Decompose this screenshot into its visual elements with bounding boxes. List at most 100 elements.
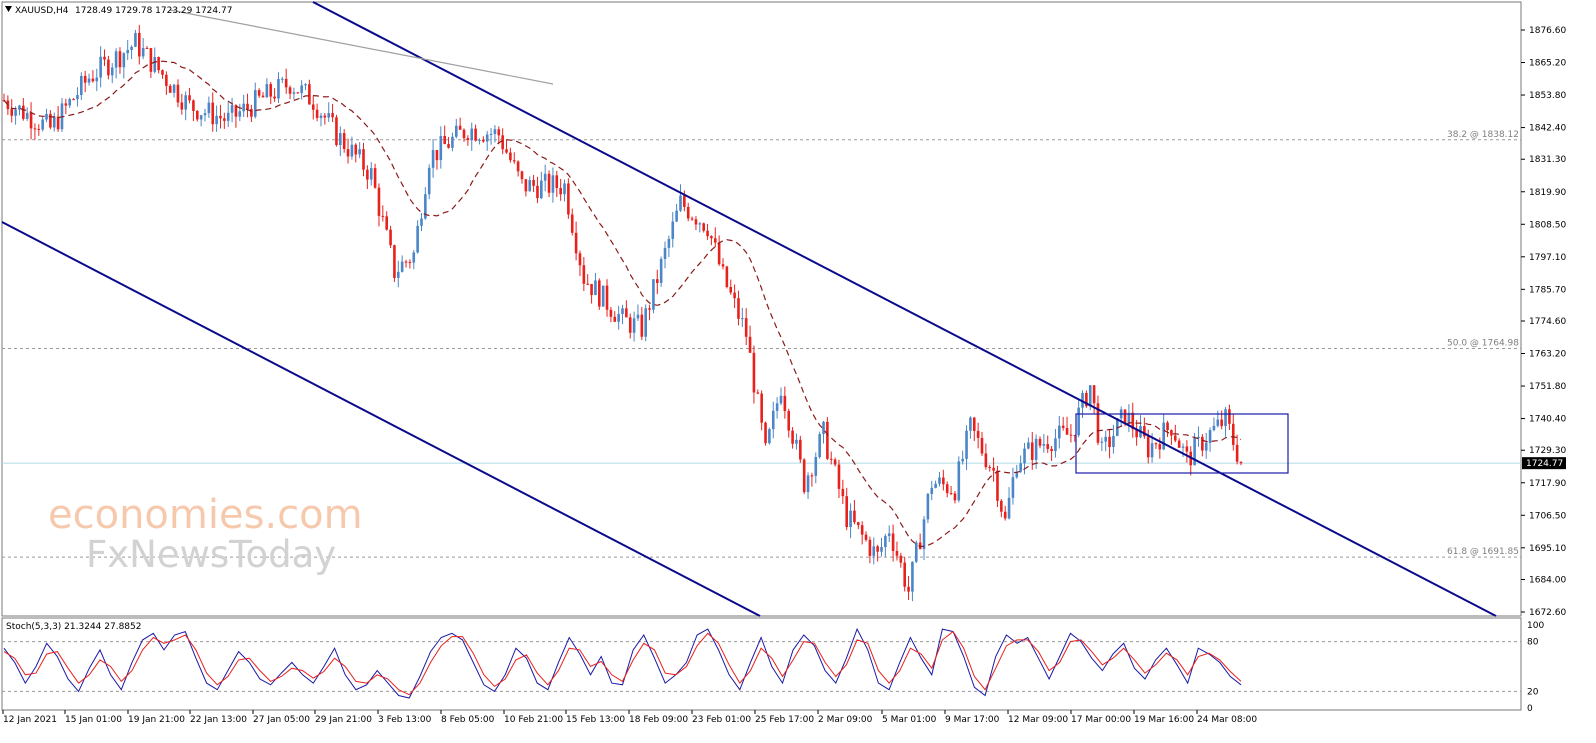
time-tick-label: 5 Mar 01:00 <box>882 715 937 725</box>
time-tick-label: 12 Mar 09:00 <box>1008 715 1068 725</box>
time-tick-label: 15 Feb 13:00 <box>566 715 625 725</box>
candle-body <box>617 313 620 322</box>
candlesticks <box>2 24 1243 602</box>
candle-body <box>849 510 852 528</box>
candle-body <box>250 109 253 117</box>
candle-body <box>625 308 628 318</box>
candle-body <box>1011 477 1015 498</box>
candle-body <box>1123 409 1127 425</box>
candle-body <box>404 261 408 263</box>
current-price-label: 1724.77 <box>1526 459 1563 469</box>
candle-body <box>358 149 361 155</box>
candle-body <box>1239 461 1243 464</box>
candle-body <box>690 218 694 220</box>
candle-body <box>543 173 547 181</box>
candle-body <box>149 48 153 72</box>
candle-body <box>1143 426 1146 437</box>
candle-body <box>1166 422 1169 431</box>
candle-body <box>872 546 876 556</box>
candle-body <box>845 496 849 528</box>
candle-body <box>744 318 748 337</box>
price-tick-label: 1842.40 <box>1529 124 1566 134</box>
candle-body <box>555 175 559 188</box>
candle-body <box>1015 471 1019 478</box>
candle-body <box>976 430 980 438</box>
candle-body <box>764 422 767 444</box>
candle-body <box>1042 444 1046 446</box>
candle-body <box>1181 446 1185 448</box>
candle-body <box>451 136 454 148</box>
candle-body <box>501 135 504 150</box>
candle-body <box>528 179 532 192</box>
time-tick-label: 12 Jan 2021 <box>3 715 57 725</box>
candle-body <box>408 262 412 264</box>
candle-body <box>671 221 675 239</box>
candle-body <box>292 92 296 94</box>
candle-body <box>683 195 686 207</box>
candle-body <box>1088 385 1092 407</box>
candle-body <box>644 308 647 337</box>
time-tick-label: 18 Feb 09:00 <box>629 715 688 725</box>
candle-body <box>802 459 806 493</box>
candle-body <box>300 85 303 94</box>
candle-body <box>1131 412 1135 430</box>
candle-body <box>296 92 300 94</box>
candle-body <box>949 493 953 495</box>
candle-body <box>768 429 771 444</box>
candle-body <box>729 287 733 293</box>
candle-body <box>721 264 725 267</box>
candle-body <box>532 179 535 186</box>
candle-body <box>273 96 276 99</box>
price-axis: 1876.60 1865.20 1853.80 1842.40 1831.30 1819.… <box>1521 26 1566 618</box>
candle-body <box>435 150 439 161</box>
candle-body <box>454 125 458 137</box>
candle-body <box>350 144 354 157</box>
candle-body <box>706 230 709 237</box>
candle-body <box>265 84 269 98</box>
candle-body <box>829 458 833 460</box>
candle-body <box>83 75 87 83</box>
candle-body <box>1177 440 1181 448</box>
candle-body <box>1069 434 1073 436</box>
candle-body <box>118 51 122 68</box>
candle-body <box>41 119 44 130</box>
candle-body <box>837 464 841 489</box>
candle-body <box>412 252 416 263</box>
candle-body <box>524 179 528 192</box>
candle-body <box>799 439 802 460</box>
candle-body <box>787 411 791 431</box>
candle-body <box>903 562 906 587</box>
candle-body <box>702 223 705 231</box>
candle-body <box>984 453 988 468</box>
candle-body <box>195 110 199 120</box>
candle-body <box>37 128 41 130</box>
candle-body <box>1023 448 1026 464</box>
candle-body <box>458 125 462 130</box>
current-price-tag <box>1522 457 1566 470</box>
candle-body <box>675 210 678 222</box>
candle-body <box>710 236 713 239</box>
candle-body <box>1231 423 1235 445</box>
candle-body <box>1073 435 1077 437</box>
candle-body <box>369 168 373 180</box>
candle-body <box>741 318 744 320</box>
candle-body <box>485 134 489 142</box>
gray-trend-line <box>169 9 554 85</box>
candle-body <box>934 483 937 488</box>
candle-body <box>308 84 311 105</box>
candle-body <box>331 113 334 118</box>
candle-body <box>45 113 48 120</box>
candle-body <box>613 316 617 322</box>
candle-body <box>868 539 872 556</box>
candle-body <box>1146 436 1150 458</box>
candle-body <box>76 95 79 100</box>
candle-body <box>779 395 783 404</box>
candle-body <box>1135 429 1138 438</box>
candle-body <box>1108 436 1111 447</box>
candle-body <box>737 298 740 319</box>
candle-body <box>168 85 172 93</box>
candle-body <box>609 309 613 317</box>
candle-body <box>284 78 288 88</box>
candle-body <box>957 461 961 501</box>
